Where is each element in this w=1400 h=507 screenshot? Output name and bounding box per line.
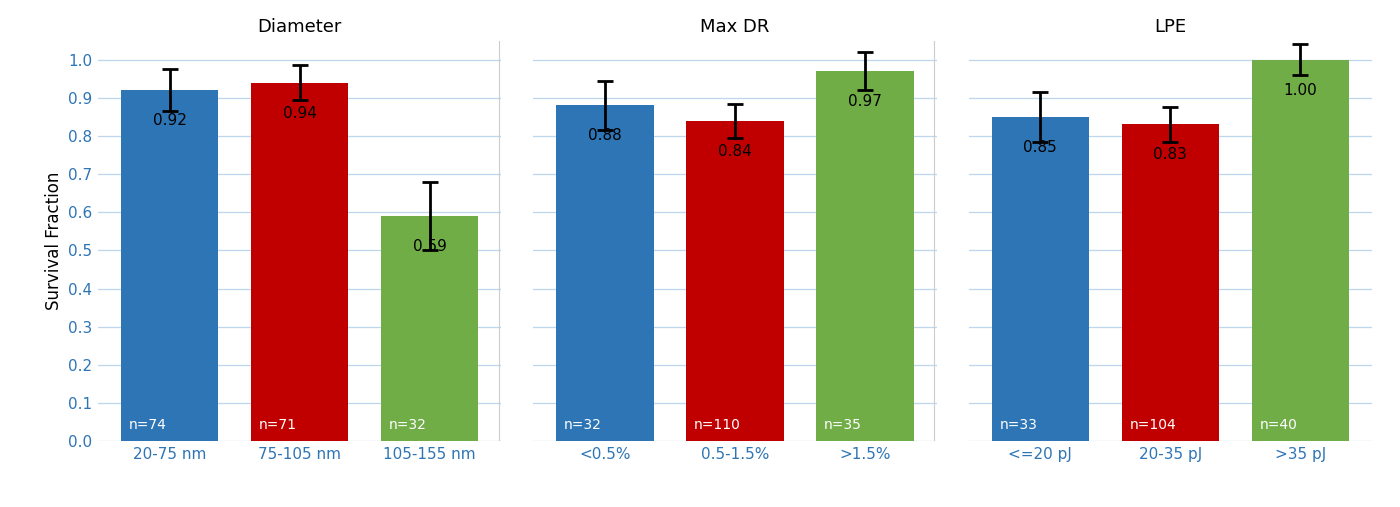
- Bar: [556, 105, 654, 441]
- Title: LPE: LPE: [1155, 18, 1186, 36]
- Title: Max DR: Max DR: [700, 18, 770, 36]
- Text: n=71: n=71: [259, 418, 297, 431]
- Bar: [1252, 60, 1350, 441]
- Bar: [120, 90, 218, 441]
- Text: 0.88: 0.88: [588, 128, 622, 143]
- Text: n=35: n=35: [825, 418, 862, 431]
- Text: n=32: n=32: [389, 418, 427, 431]
- Bar: [251, 83, 349, 441]
- Bar: [1121, 125, 1219, 441]
- Text: n=40: n=40: [1260, 418, 1298, 431]
- Text: n=110: n=110: [694, 418, 741, 431]
- Text: 1.00: 1.00: [1284, 83, 1317, 98]
- Bar: [686, 121, 784, 441]
- Y-axis label: Survival Fraction: Survival Fraction: [45, 172, 63, 310]
- Bar: [991, 117, 1089, 441]
- Text: 0.84: 0.84: [718, 143, 752, 159]
- Text: n=33: n=33: [1000, 418, 1037, 431]
- Text: 0.59: 0.59: [413, 239, 447, 254]
- Text: n=32: n=32: [564, 418, 602, 431]
- Bar: [381, 216, 479, 441]
- Text: 0.83: 0.83: [1154, 148, 1187, 163]
- Bar: [816, 71, 914, 441]
- Text: 0.94: 0.94: [283, 105, 316, 121]
- Text: 0.85: 0.85: [1023, 140, 1057, 155]
- Text: n=74: n=74: [129, 418, 167, 431]
- Text: 0.97: 0.97: [848, 94, 882, 109]
- Text: n=104: n=104: [1130, 418, 1176, 431]
- Title: Diameter: Diameter: [258, 18, 342, 36]
- Text: 0.92: 0.92: [153, 113, 186, 128]
